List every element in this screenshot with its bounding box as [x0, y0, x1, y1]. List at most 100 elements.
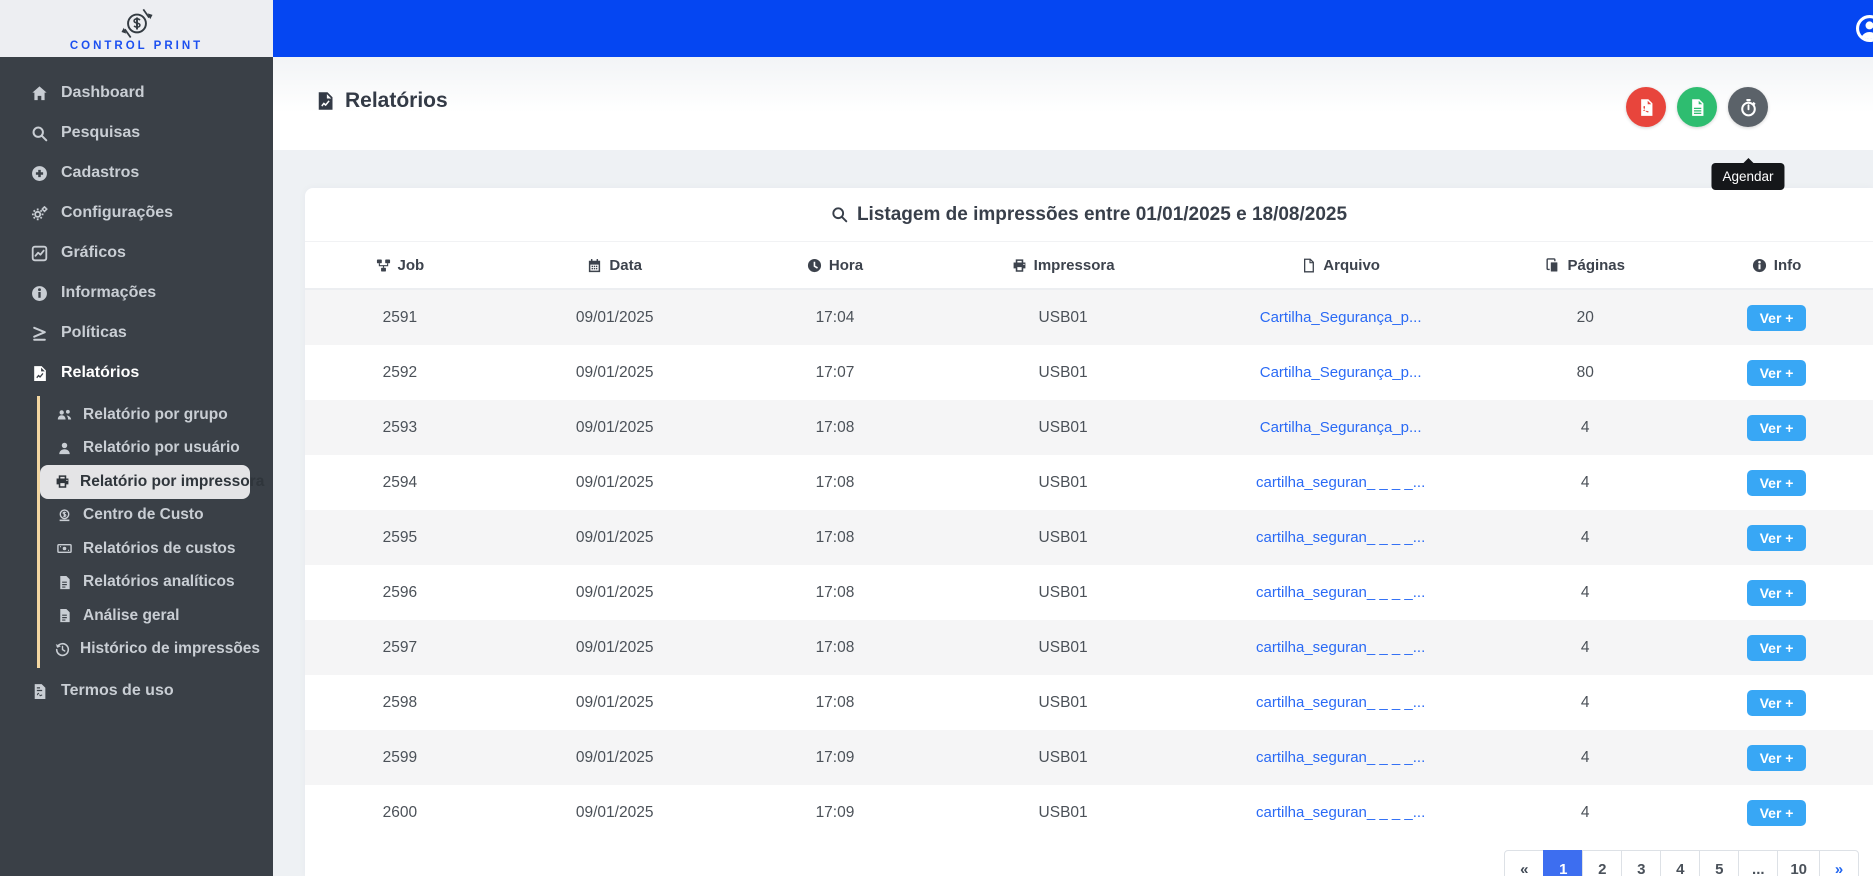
sidebar-item-label: Termos de uso	[61, 682, 174, 699]
file-link[interactable]: Cartilha_Segurança_p...	[1259, 418, 1422, 436]
search-icon	[30, 125, 48, 142]
sidebar-item-pesquisas[interactable]: Pesquisas	[0, 113, 273, 153]
user-circle-icon[interactable]	[1855, 14, 1873, 43]
ver-mais-button[interactable]: Ver +	[1746, 524, 1807, 551]
sidebar-item-label: Configurações	[61, 204, 174, 221]
ver-mais-button[interactable]: Ver +	[1746, 414, 1807, 441]
printer-icon	[55, 474, 70, 489]
file-link[interactable]: cartilha_seguran_ _ _ _...	[1255, 638, 1426, 656]
sidebar-subitem-label: Relatório por usuário	[83, 439, 240, 457]
pagination-page-1[interactable]: 1	[1543, 850, 1584, 876]
ver-mais-button[interactable]: Ver +	[1746, 304, 1807, 331]
pagination-page-2[interactable]: 2	[1582, 850, 1623, 876]
cell-data: 09/01/2025	[575, 748, 654, 766]
pagination-first[interactable]: «	[1504, 850, 1545, 876]
sidebar-subitem-relatorio-por-impressora[interactable]: Relatório por impressora	[40, 465, 264, 499]
sidebar-subitem-relatorio-por-usuario[interactable]: Relatório por usuário	[40, 432, 250, 466]
pagination-last[interactable]: »	[1819, 850, 1859, 876]
brand: CONTROL PRINT	[0, 0, 273, 57]
table-row: 2598 09/01/2025 17:08 USB01 cartilha_seg…	[305, 675, 1873, 730]
table-row: 2593 09/01/2025 17:08 USB01 Cartilha_Seg…	[305, 400, 1873, 455]
column-header-data: Data	[494, 242, 735, 290]
sidebar-subitem-label: Relatórios analíticos	[83, 573, 235, 591]
file-link[interactable]: Cartilha_Segurança_p...	[1259, 308, 1422, 326]
ver-mais-button[interactable]: Ver +	[1746, 799, 1807, 826]
cell-data: 09/01/2025	[575, 418, 654, 436]
page-title: Relatórios	[315, 89, 448, 113]
sidebar-item-politicas[interactable]: Políticas	[0, 313, 273, 353]
cell-paginas: 4	[1580, 418, 1590, 436]
pagination-page-5[interactable]: 5	[1699, 850, 1740, 876]
sidebar-item-termos-de-uso[interactable]: Termos de uso	[0, 671, 273, 711]
report-card: Listagem de impressões entre 01/01/2025 …	[305, 188, 1873, 876]
sidebar-subitem-analise-geral[interactable]: Análise geral	[40, 599, 250, 633]
header-actions: Agendar	[1626, 87, 1785, 190]
pagination: «1 2 3 4 5... 10»	[305, 850, 1859, 876]
cell-arquivo: cartilha_seguran_ _ _ _...	[1191, 730, 1490, 785]
cell-paginas: 4	[1580, 583, 1590, 601]
sidebar-subitem-historico-de-impressoes[interactable]: Histórico de impressões	[40, 633, 260, 667]
sidebar-item-graficos[interactable]: Gráficos	[0, 233, 273, 273]
ver-mais-button[interactable]: Ver +	[1746, 579, 1807, 606]
pagination-page-3[interactable]: 3	[1621, 850, 1662, 876]
cell-info: Ver +	[1680, 455, 1873, 510]
sidebar-item-relatorios[interactable]: Relatórios	[0, 353, 273, 393]
file-chart-icon	[315, 91, 335, 111]
sidebar-item-configuracoes[interactable]: Configurações	[0, 193, 273, 233]
file-link[interactable]: cartilha_seguran_ _ _ _...	[1255, 473, 1426, 491]
ver-mais-button[interactable]: Ver +	[1746, 469, 1807, 496]
file-link[interactable]: Cartilha_Segurança_p...	[1259, 363, 1422, 381]
pagination-page-10[interactable]: 10	[1777, 850, 1820, 876]
cell-data: 09/01/2025	[575, 473, 654, 491]
cell-data: 09/01/2025	[575, 528, 654, 546]
cell-arquivo: cartilha_seguran_ _ _ _...	[1191, 785, 1490, 840]
sidebar-subitem-centro-de-custo[interactable]: Centro de Custo	[40, 499, 250, 533]
file-link[interactable]: cartilha_seguran_ _ _ _...	[1255, 803, 1426, 821]
file-lines-icon	[55, 575, 73, 590]
cell-data: 09/01/2025	[575, 583, 654, 601]
schedule-button[interactable]	[1728, 87, 1768, 127]
main-area: Relatórios Agendar Listagem de impressõe…	[273, 0, 1873, 876]
sidebar-subitem-relatorios-analiticos[interactable]: Relatórios analíticos	[40, 566, 250, 600]
sidebar-item-label: Gráficos	[61, 244, 126, 261]
table-row: 2594 09/01/2025 17:08 USB01 cartilha_seg…	[305, 455, 1873, 510]
sidebar-subitem-relatorio-por-grupo[interactable]: Relatório por grupo	[40, 398, 250, 432]
cell-job: 2600	[382, 803, 418, 821]
file-link[interactable]: cartilha_seguran_ _ _ _...	[1255, 583, 1426, 601]
pagination-page-4[interactable]: 4	[1660, 850, 1701, 876]
cell-data: 09/01/2025	[575, 803, 654, 821]
sidebar-item-label: Relatórios	[61, 364, 140, 381]
export-pdf-button[interactable]	[1626, 87, 1666, 127]
export-csv-button[interactable]	[1677, 87, 1717, 127]
cell-job: 2599	[382, 748, 418, 766]
file-link[interactable]: cartilha_seguran_ _ _ _...	[1255, 693, 1426, 711]
sidebar-item-informacoes[interactable]: Informações	[0, 273, 273, 313]
sidebar-nav: Dashboard Pesquisas Cadastros Configuraç…	[0, 57, 273, 711]
sidebar-item-dashboard[interactable]: Dashboard	[0, 73, 273, 113]
pages-icon	[1545, 257, 1560, 273]
ver-mais-button[interactable]: Ver +	[1746, 634, 1807, 661]
sidebar-item-label: Políticas	[61, 324, 127, 341]
card-title: Listagem de impressões entre 01/01/2025 …	[305, 188, 1873, 242]
cell-job: 2598	[382, 693, 418, 711]
table-row: 2597 09/01/2025 17:08 USB01 cartilha_seg…	[305, 620, 1873, 675]
ver-mais-button[interactable]: Ver +	[1746, 744, 1807, 771]
cell-arquivo: Cartilha_Segurança_p...	[1191, 400, 1490, 455]
plus-circle-icon	[30, 165, 48, 182]
info-icon	[1752, 258, 1767, 273]
file-link[interactable]: cartilha_seguran_ _ _ _...	[1255, 528, 1426, 546]
sidebar-item-cadastros[interactable]: Cadastros	[0, 153, 273, 193]
ver-mais-button[interactable]: Ver +	[1746, 359, 1807, 386]
cell-hora: 17:08	[815, 583, 855, 601]
file-contract-icon	[30, 683, 48, 700]
ver-mais-button[interactable]: Ver +	[1746, 689, 1807, 716]
sidebar-subitem-relatorios-de-custos[interactable]: Relatórios de custos	[40, 532, 250, 566]
page-title-label: Relatórios	[345, 89, 448, 112]
cell-paginas: 4	[1580, 638, 1590, 656]
file-link[interactable]: cartilha_seguran_ _ _ _...	[1255, 748, 1426, 766]
pagination-ellipsis[interactable]: ...	[1738, 850, 1779, 876]
cell-job: 2592	[382, 363, 418, 381]
sidebar-subitem-label: Centro de Custo	[83, 506, 204, 524]
cell-paginas: 4	[1580, 528, 1590, 546]
